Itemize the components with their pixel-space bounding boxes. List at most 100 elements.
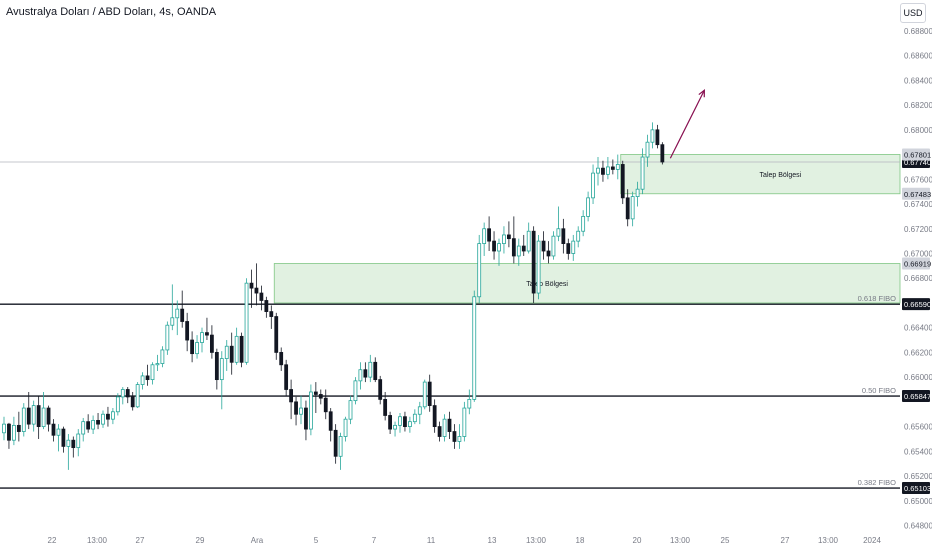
candle-body xyxy=(586,197,590,217)
candle-body xyxy=(407,421,412,428)
candle xyxy=(254,263,259,306)
candle xyxy=(516,238,521,266)
candle xyxy=(407,416,412,433)
candle xyxy=(437,421,442,442)
demand-zone-label: Talep Bölgesi xyxy=(760,172,802,179)
candle-body xyxy=(81,421,86,435)
candle xyxy=(571,234,576,261)
currency-button[interactable]: USD xyxy=(900,3,926,23)
time-tick-label: 5 xyxy=(314,536,319,545)
candle xyxy=(472,290,477,402)
time-axis[interactable]: 22 13:00 27 29 Ara 5 7 11 13 13:00 18 20 13:00 25 27 13… xyxy=(48,536,882,545)
candle xyxy=(165,321,170,355)
candle-body xyxy=(150,364,155,381)
candle xyxy=(403,411,407,432)
price-tick-label: 0.66800 xyxy=(904,274,932,283)
candle-body xyxy=(447,418,452,432)
candle xyxy=(477,234,482,303)
candle-body xyxy=(601,167,605,175)
candle-body xyxy=(313,391,318,395)
candle xyxy=(299,395,303,425)
time-tick-label: 27 xyxy=(136,536,145,545)
candle-body xyxy=(630,196,635,220)
candle xyxy=(244,278,249,365)
fibo-level-label: 0.382 FIBO xyxy=(858,478,897,487)
candle-body xyxy=(412,413,417,423)
candle xyxy=(71,436,76,458)
levels-layer: 0.618 FIBO 0.50 FIBO 0.382 FIBO xyxy=(0,161,900,489)
candle xyxy=(41,391,46,430)
candle xyxy=(16,411,21,442)
candle xyxy=(606,157,610,180)
candle-body xyxy=(66,439,71,447)
zones-layer: Talep Bölgesi Talep Bölgesi xyxy=(273,154,901,304)
time-tick-label: 13:00 xyxy=(87,536,108,545)
price-tick-label: 0.66200 xyxy=(904,348,932,357)
candle-body xyxy=(26,407,31,425)
time-tick-label: 13 xyxy=(488,536,497,545)
candle-body xyxy=(596,167,600,174)
candle-body xyxy=(214,352,219,381)
price-tick-label: 0.67000 xyxy=(904,249,932,258)
candle xyxy=(46,405,51,432)
candle xyxy=(645,134,650,167)
candle-body xyxy=(383,399,388,416)
price-axis[interactable]: 0.68800 0.68600 0.68400 0.68200 0.68000 0.676… xyxy=(902,27,932,531)
candle-body xyxy=(506,234,511,240)
candle xyxy=(442,414,447,442)
candle-body xyxy=(106,413,110,420)
candle-body xyxy=(299,407,303,415)
candle xyxy=(521,234,526,256)
candle xyxy=(625,189,630,227)
candle-body xyxy=(96,420,100,425)
candle-body xyxy=(620,164,625,199)
candle-body xyxy=(388,415,393,430)
candle-body xyxy=(635,188,640,198)
candle xyxy=(51,419,56,442)
candle xyxy=(175,300,180,336)
candle xyxy=(234,327,239,365)
candle-body xyxy=(625,197,630,220)
level-price-tag: 0.65103 xyxy=(904,484,931,493)
candle-body xyxy=(615,164,620,170)
zone-bottom-tag-bg xyxy=(902,187,930,200)
candle-body xyxy=(606,166,610,175)
price-tick-label: 0.65400 xyxy=(904,447,932,456)
candle-body xyxy=(209,334,214,353)
candle-body xyxy=(472,296,477,400)
candle-body xyxy=(427,381,432,406)
candle-body xyxy=(264,300,269,313)
candle-body xyxy=(200,332,204,343)
candle-body xyxy=(76,433,81,449)
candle xyxy=(170,284,175,331)
candle-body xyxy=(531,230,536,294)
candle xyxy=(615,154,620,180)
zone-top-tag: 0.67801 xyxy=(904,150,931,159)
candle xyxy=(304,400,308,441)
candle-body xyxy=(462,407,467,437)
candle-body xyxy=(442,418,447,437)
time-tick-label: 20 xyxy=(633,536,642,545)
candle-body xyxy=(521,245,526,252)
candle-body xyxy=(279,352,284,366)
candle xyxy=(259,285,264,311)
candle-body xyxy=(556,228,561,237)
candle-body xyxy=(145,375,150,381)
price-tick-label: 0.68000 xyxy=(904,126,932,135)
candle xyxy=(586,191,590,222)
candle xyxy=(56,424,61,452)
candle xyxy=(308,384,313,436)
candle xyxy=(546,241,551,264)
time-tick-label: Ara xyxy=(251,536,264,545)
candle xyxy=(279,347,284,371)
candle xyxy=(31,400,36,432)
candle xyxy=(185,312,190,352)
time-tick-label: 13:00 xyxy=(818,536,839,545)
candle-body xyxy=(353,380,358,402)
candle xyxy=(596,157,600,186)
candle-body xyxy=(31,405,36,425)
candle xyxy=(249,269,254,308)
candle-body xyxy=(482,228,487,244)
zone-top-tag-bg xyxy=(902,257,930,270)
